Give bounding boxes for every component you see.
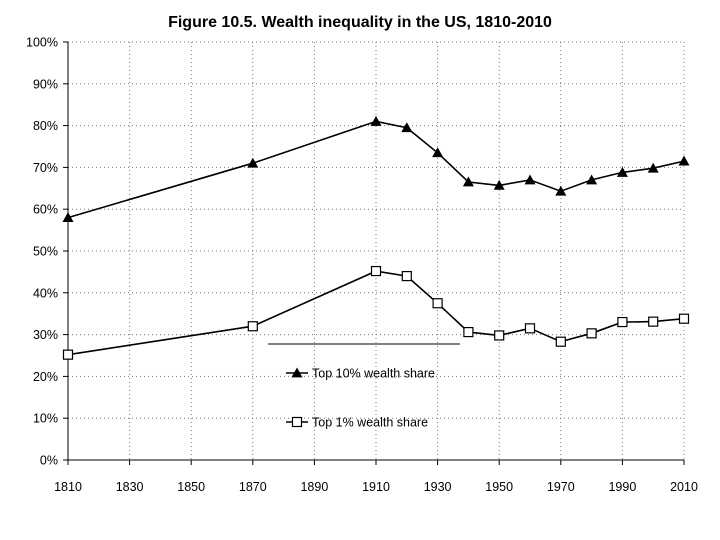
data-point	[370, 265, 382, 277]
x-tick-label: 2010	[670, 480, 698, 494]
series-top-10	[62, 115, 690, 222]
x-tick-label: 1870	[239, 480, 267, 494]
data-point	[432, 298, 443, 309]
data-point	[494, 330, 505, 341]
data-point	[247, 321, 258, 332]
data-point	[62, 212, 74, 222]
y-tick-label: 0%	[40, 454, 58, 468]
x-tick-label: 1950	[485, 480, 513, 494]
data-point	[463, 326, 474, 338]
x-tick-label: 1930	[424, 480, 452, 494]
x-tick-label: 1850	[177, 480, 205, 494]
data-point	[616, 166, 628, 177]
x-tick-label: 1890	[300, 480, 328, 494]
data-point	[555, 336, 566, 347]
data-point	[524, 174, 536, 185]
legend-entry: Top 10% wealth share	[286, 367, 435, 381]
data-point	[401, 122, 413, 133]
y-tick-label: 100%	[26, 36, 58, 50]
y-tick-label: 40%	[33, 286, 58, 300]
data-point	[247, 157, 259, 168]
data-point	[401, 270, 412, 282]
x-tick-label: 1830	[116, 480, 144, 494]
series-line	[67, 120, 685, 219]
data-point	[462, 176, 474, 187]
chart-title: Figure 10.5. Wealth inequality in the US…	[168, 14, 552, 31]
legend-label: Top 10% wealth share	[312, 367, 435, 381]
legend-marker	[291, 416, 303, 428]
data-point	[370, 115, 382, 126]
data-point	[678, 155, 690, 166]
x-tick-label: 1990	[608, 480, 636, 494]
legend-label: Top 1% wealth share	[312, 416, 428, 430]
x-tick-label: 1970	[547, 480, 575, 494]
data-point	[432, 147, 444, 158]
data-point	[586, 174, 598, 185]
series-layer	[62, 115, 690, 360]
y-tick-label: 80%	[33, 119, 58, 133]
y-tick-label: 20%	[33, 370, 58, 384]
data-point	[617, 316, 628, 328]
x-tick-label: 1810	[54, 480, 82, 494]
data-point	[586, 328, 597, 339]
gridlines	[68, 41, 685, 460]
data-point	[524, 323, 536, 334]
x-tick-label: 1910	[362, 480, 390, 494]
y-tick-label: 90%	[33, 77, 58, 91]
legend-marker	[291, 367, 303, 378]
y-tick-label: 10%	[33, 412, 58, 426]
y-tick-label: 60%	[33, 203, 58, 217]
x-axis-ticks: 1810 1830 1850 1870 1890 1910 1930 1950 1970 1990…	[54, 480, 698, 494]
data-point	[555, 185, 567, 196]
y-tick-label: 30%	[33, 328, 58, 342]
y-tick-label: 50%	[33, 245, 58, 259]
legend-entry: Top 1% wealth share	[286, 416, 428, 430]
y-tick-label: 70%	[33, 161, 58, 175]
data-point	[648, 316, 659, 327]
data-point	[62, 349, 74, 360]
series-top-1	[62, 265, 690, 360]
data-point	[678, 313, 690, 324]
legend: Top 10% wealth share Top 1% wealth share	[268, 343, 460, 430]
data-point	[647, 162, 659, 173]
axes	[63, 41, 685, 465]
data-point	[493, 179, 505, 190]
y-axis-ticks: 0% 10% 20% 30% 40% 50% 60% 70% 80% 90% 100%	[26, 36, 58, 468]
